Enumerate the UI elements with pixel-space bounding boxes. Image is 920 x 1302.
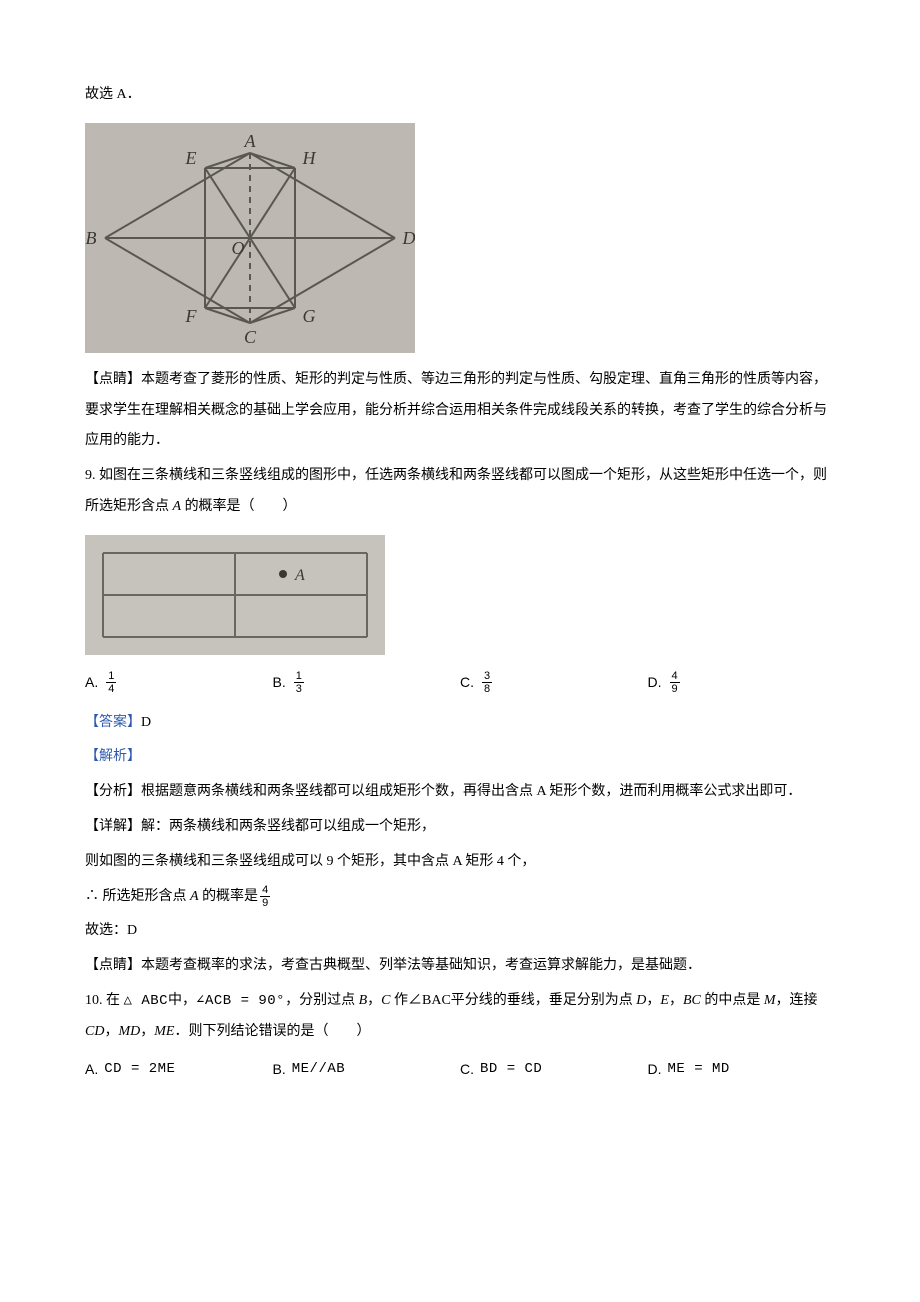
q9-fenxi: 【分析】根据题意两条横线和两条竖线都可以组成矩形个数，再得出含点 A 矩形个数，… [85, 777, 835, 808]
svg-text:O: O [232, 238, 245, 258]
q9-opt-b-frac: 1 3 [294, 670, 304, 695]
q9-opt-a-label: A. [85, 667, 98, 698]
q10-vCD: CD [85, 1024, 104, 1039]
q10-opt-d-label: D. [648, 1054, 662, 1085]
q10-h: 的中点是 [701, 993, 764, 1008]
svg-text:B: B [86, 228, 97, 248]
frac-den: 8 [482, 683, 492, 695]
q9-opt-b-label: B. [273, 667, 286, 698]
svg-text:E: E [185, 148, 197, 168]
q10-opt-a-expr: CD = 2ME [104, 1054, 175, 1085]
q9-point-var: A [173, 499, 182, 514]
q9-opt-d-frac: 4 9 [670, 670, 680, 695]
q10-ang: ∠ACB = 90° [196, 993, 285, 1009]
frac-den: 9 [670, 683, 680, 695]
q9-answer-value: D [141, 715, 151, 730]
line-choose-a: 故选 A． [85, 80, 835, 111]
q10-option-a: A. CD = 2ME [85, 1054, 273, 1085]
q10-i: ，连接 [776, 993, 818, 1008]
q9-detail-3b: 的概率是 [199, 889, 259, 904]
q10-option-b: B. ME//AB [273, 1054, 461, 1085]
q10-f: ， [646, 993, 660, 1008]
q9-option-d: D. 4 9 [648, 667, 836, 698]
q9-opt-c-frac: 3 8 [482, 670, 492, 695]
dianjing-q8: 【点睛】本题考查了菱形的性质、矩形的判定与性质、等边三角形的判定与性质、勾股定理… [85, 365, 835, 457]
q10-b: 中， [168, 993, 196, 1008]
frac-num: 3 [482, 670, 492, 683]
q9-stem-b: 的概率是（ ） [181, 499, 297, 514]
frac-num: 4 [670, 670, 680, 683]
q10-opt-b-expr: ME//AB [292, 1054, 345, 1085]
q10-opt-c-label: C. [460, 1054, 474, 1085]
q10-vB: B [359, 993, 368, 1008]
q10-tri: △ ABC [124, 993, 169, 1009]
q9-detail-3a: ∴ 所选矩形含点 [85, 889, 190, 904]
q10-options: A. CD = 2ME B. ME//AB C. BD = CD D. ME =… [85, 1054, 835, 1085]
svg-text:F: F [185, 306, 198, 326]
q9-detail-3-var: A [190, 889, 199, 904]
svg-text:G: G [303, 306, 316, 326]
q10-c: ，分别过点 [285, 993, 359, 1008]
q9-option-c: C. 3 8 [460, 667, 648, 698]
q10-vM: M [764, 993, 776, 1008]
q9-detail-1: 【详解】解：两条横线和两条竖线都可以组成一个矩形， [85, 812, 835, 843]
q10-k: ， [140, 1024, 154, 1039]
svg-text:A: A [244, 131, 257, 151]
q9-opt-a-frac: 1 4 [106, 670, 116, 695]
svg-text:H: H [302, 148, 317, 168]
q9-detail-2: 则如图的三条横线和三条竖线组成可以 9 个矩形，其中含点 A 矩形 4 个， [85, 847, 835, 878]
svg-text:D: D [402, 228, 416, 248]
q10-vMD: MD [118, 1024, 140, 1039]
q10-opt-d-expr: ME = MD [668, 1054, 730, 1085]
frac-num: 1 [294, 670, 304, 683]
q9-dianjing: 【点睛】本题考查概率的求法，考查古典概型、列举法等基础知识，考查运算求解能力，是… [85, 951, 835, 982]
q10-option-d: D. ME = MD [648, 1054, 836, 1085]
q10-j: ， [104, 1024, 118, 1039]
q10-vD: D [636, 993, 646, 1008]
q9-opt-d-label: D. [648, 667, 662, 698]
frac-den: 9 [260, 897, 270, 909]
q10-opt-c-expr: BD = CD [480, 1054, 542, 1085]
frac-den: 3 [294, 683, 304, 695]
q10-l: ．则下列结论错误的是（ ） [174, 1024, 370, 1039]
q9-options: A. 1 4 B. 1 3 C. 3 8 D. 4 9 [85, 667, 835, 698]
q10-d: ， [367, 993, 381, 1008]
q10-opt-a-label: A. [85, 1054, 98, 1085]
q10-g: ， [669, 993, 683, 1008]
svg-text:A: A [294, 567, 305, 584]
q9-result-frac: 4 9 [260, 884, 270, 909]
q9-detail-4: 故选：D [85, 916, 835, 947]
answer-label: 【答案】 [85, 715, 141, 730]
q9-option-b: B. 1 3 [273, 667, 461, 698]
frac-num: 4 [260, 884, 270, 897]
q9-option-a: A. 1 4 [85, 667, 273, 698]
figure-rhombus: A B C D E H F G O [85, 123, 835, 353]
svg-text:C: C [244, 327, 257, 347]
frac-den: 4 [106, 683, 116, 695]
jiexi-label: 【解析】 [85, 742, 835, 773]
q10-vC: C [381, 993, 390, 1008]
q10-option-c: C. BD = CD [460, 1054, 648, 1085]
q9-stem: 9. 如图在三条横线和三条竖线组成的图形中，任选两条横线和两条竖线都可以图成一个… [85, 461, 835, 523]
q10-opt-b-label: B. [273, 1054, 286, 1085]
q10-vBC: BC [683, 993, 701, 1008]
q10-stem: 10. 在 △ ABC中，∠ACB = 90°，分别过点 B，C 作∠BAC平分… [85, 986, 835, 1048]
q9-detail-3: ∴ 所选矩形含点 A 的概率是 4 9 [85, 882, 835, 913]
frac-num: 1 [106, 670, 116, 683]
q9-opt-c-label: C. [460, 667, 474, 698]
q10-vE: E [660, 993, 669, 1008]
figure-grid: A [85, 535, 835, 655]
q10-vME: ME [154, 1024, 174, 1039]
q10-a: 10. 在 [85, 993, 124, 1008]
q10-e: 作∠BAC平分线的垂线，垂足分别为点 [391, 993, 637, 1008]
q9-answer: 【答案】D [85, 708, 835, 739]
